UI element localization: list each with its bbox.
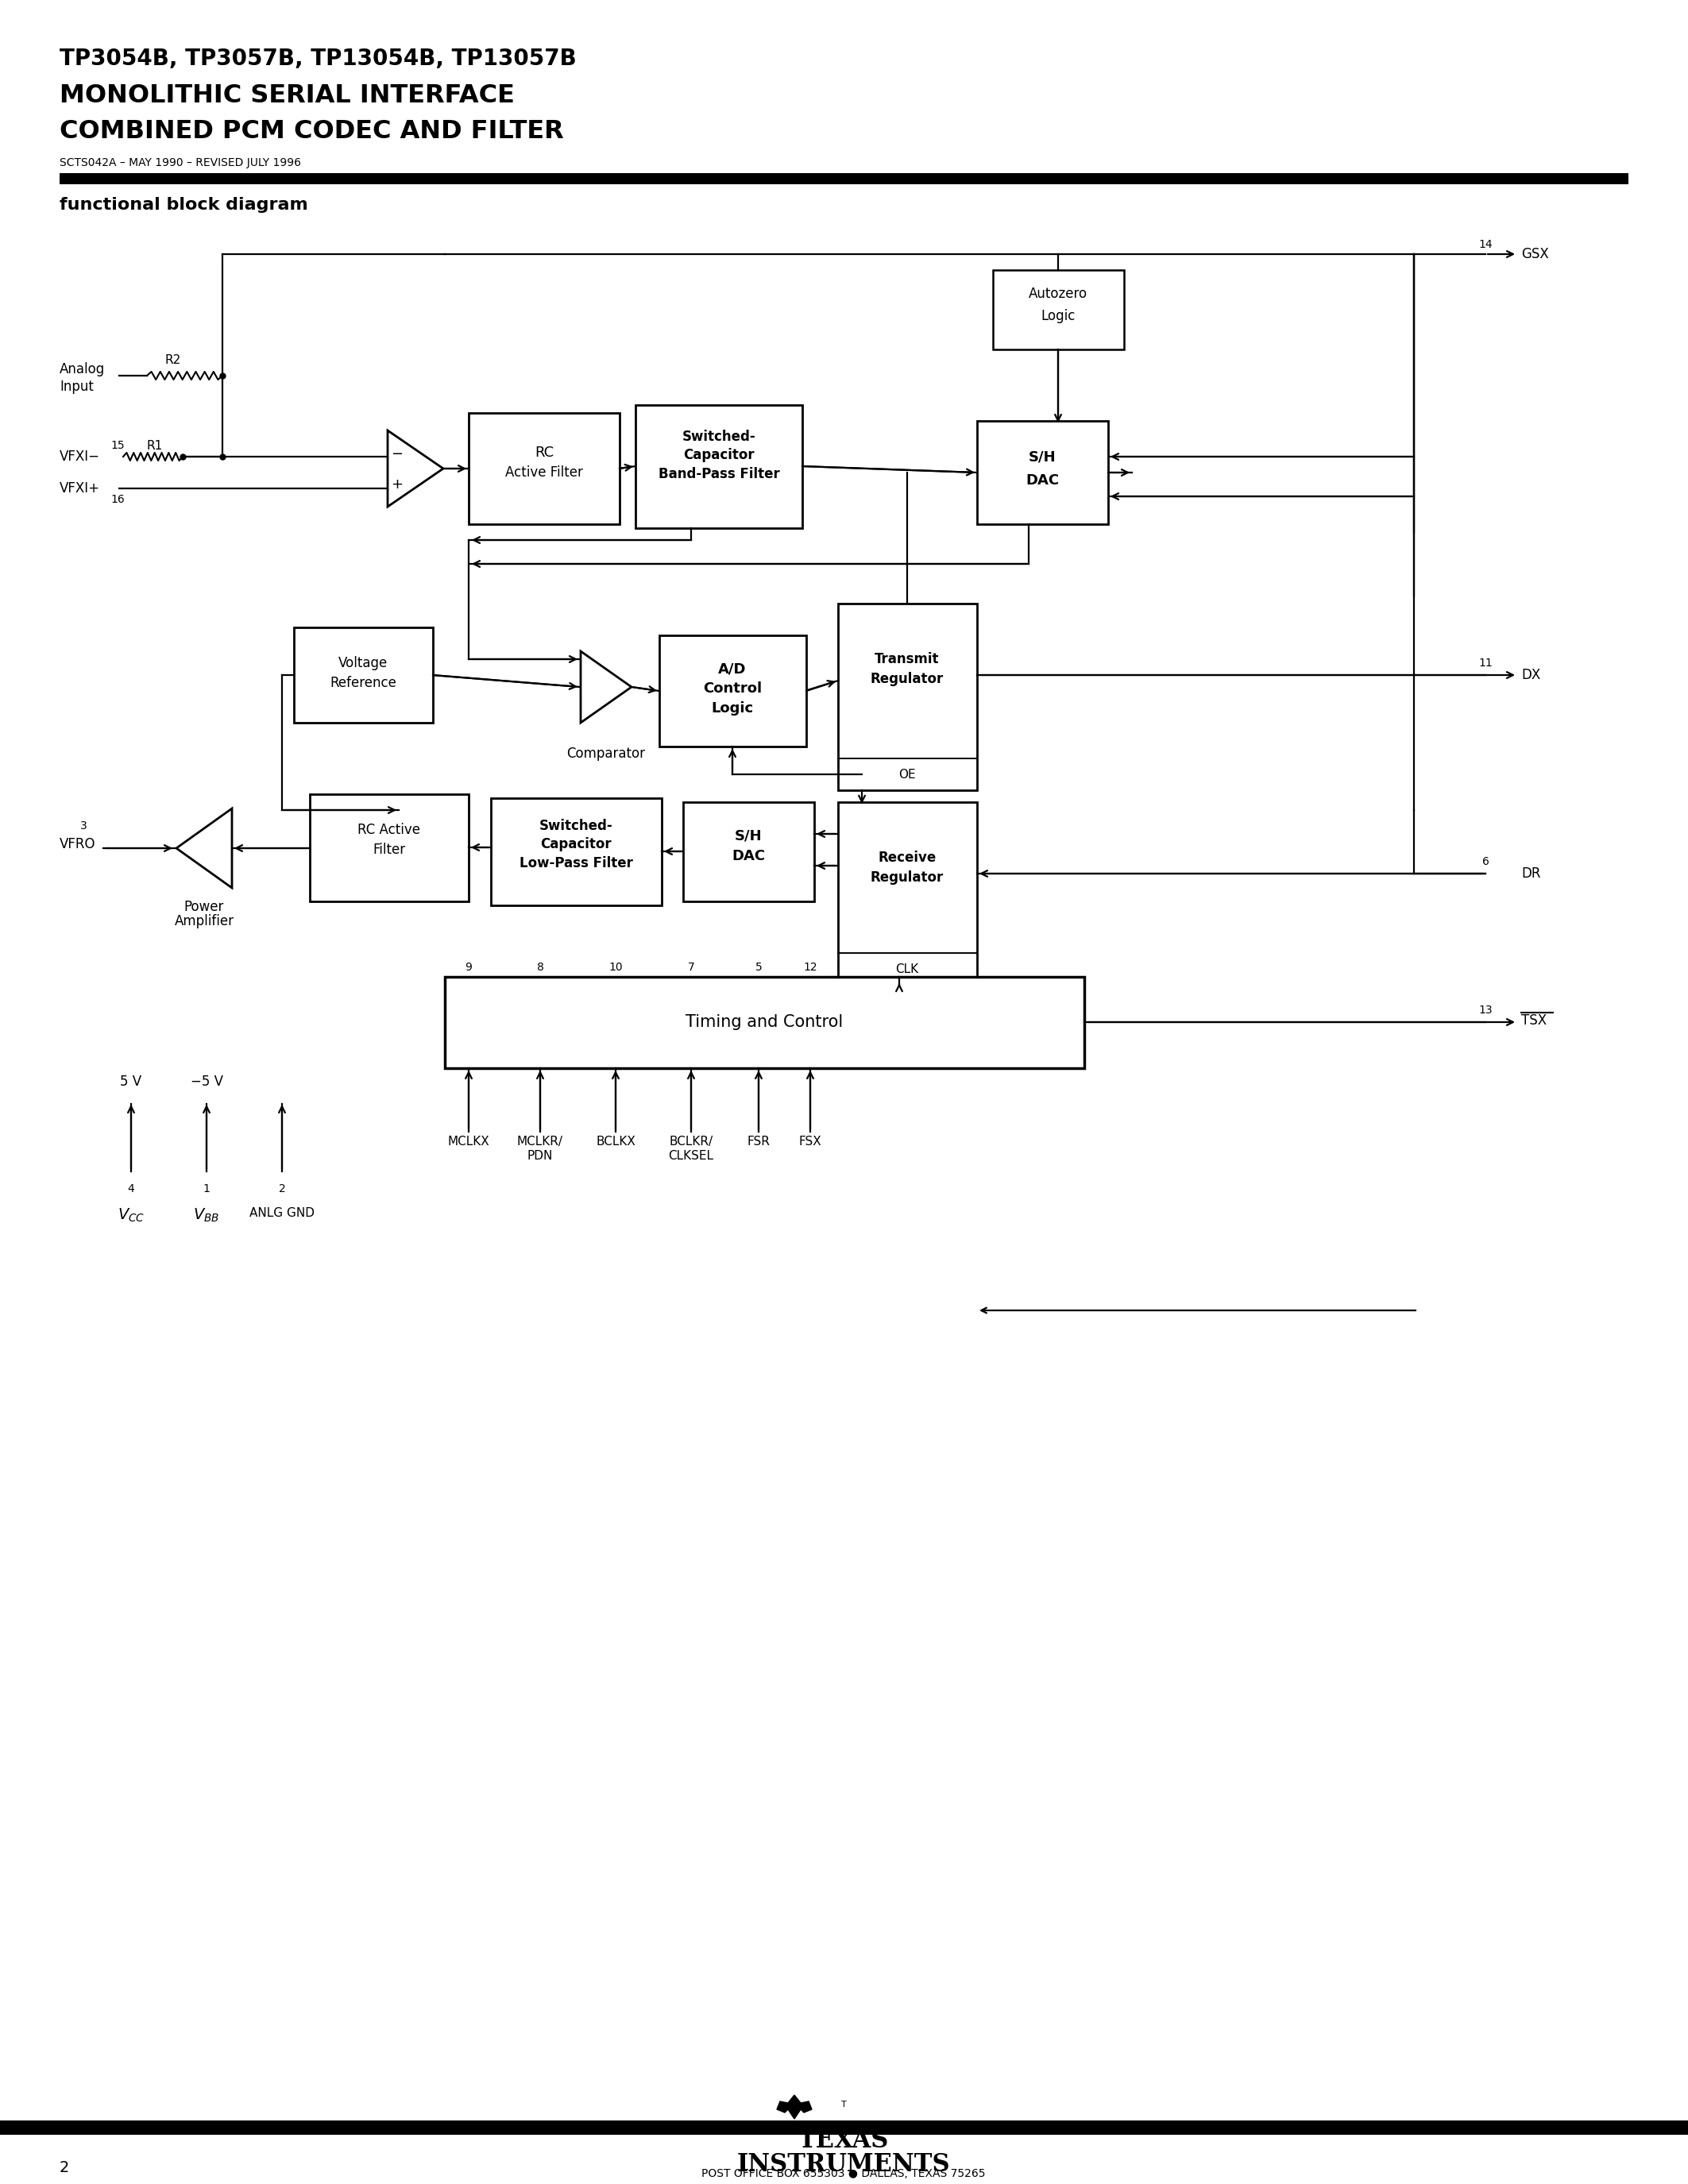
Text: $V_{CC}$: $V_{CC}$ — [118, 1208, 145, 1223]
Text: 6: 6 — [1482, 856, 1489, 867]
Text: +: + — [392, 478, 403, 491]
Bar — [294, 627, 432, 723]
Text: Control: Control — [702, 681, 761, 697]
Text: COMBINED PCM CODEC AND FILTER: COMBINED PCM CODEC AND FILTER — [59, 120, 564, 144]
Text: A/D: A/D — [719, 662, 746, 675]
Text: 2: 2 — [279, 1184, 285, 1195]
Bar — [59, 173, 1629, 183]
Text: Capacitor: Capacitor — [540, 836, 611, 852]
Text: Band-Pass Filter: Band-Pass Filter — [658, 467, 780, 480]
Text: POST OFFICE BOX 655303 ● DALLAS, TEXAS 75265: POST OFFICE BOX 655303 ● DALLAS, TEXAS 7… — [702, 2169, 986, 2180]
Text: 2: 2 — [59, 2160, 69, 2175]
Text: Comparator: Comparator — [567, 747, 645, 760]
Text: Receive: Receive — [878, 850, 937, 865]
Text: Voltage: Voltage — [338, 655, 388, 670]
Text: Switched-: Switched- — [682, 430, 756, 443]
Text: Capacitor: Capacitor — [684, 448, 755, 463]
Text: DR: DR — [1521, 867, 1541, 880]
Bar — [837, 603, 977, 791]
Text: T: T — [841, 2101, 846, 2108]
Text: DX: DX — [1521, 668, 1541, 681]
Text: FSX: FSX — [798, 1136, 822, 1147]
Text: MONOLITHIC SERIAL INTERFACE: MONOLITHIC SERIAL INTERFACE — [59, 83, 515, 107]
Bar — [469, 413, 619, 524]
Text: Input: Input — [59, 380, 93, 393]
Text: DAC: DAC — [731, 850, 765, 863]
Text: Active Filter: Active Filter — [505, 465, 582, 480]
Bar — [491, 797, 662, 906]
Text: 15: 15 — [111, 439, 125, 452]
Bar — [0, 2121, 1688, 2134]
Text: −: − — [392, 448, 403, 461]
Text: Switched-: Switched- — [538, 819, 613, 832]
Text: FSR: FSR — [748, 1136, 770, 1147]
Text: R1: R1 — [147, 439, 164, 452]
Text: RC: RC — [535, 446, 554, 461]
Bar — [993, 271, 1124, 349]
Text: Regulator: Regulator — [871, 871, 944, 885]
Text: Autozero: Autozero — [1028, 286, 1087, 301]
Text: RC Active: RC Active — [358, 823, 420, 836]
Text: R2: R2 — [165, 354, 181, 365]
Text: Reference: Reference — [329, 675, 397, 690]
Text: CLK: CLK — [896, 963, 918, 974]
Text: Regulator: Regulator — [871, 673, 944, 686]
Text: 9: 9 — [466, 961, 473, 972]
Text: Filter: Filter — [373, 843, 405, 856]
Bar — [446, 976, 1084, 1068]
Text: Logic: Logic — [711, 701, 753, 716]
Bar — [635, 404, 802, 529]
Text: CLKSEL: CLKSEL — [668, 1151, 714, 1162]
Text: 5: 5 — [755, 961, 761, 972]
Text: Amplifier: Amplifier — [174, 915, 235, 928]
Bar — [311, 795, 469, 902]
Bar — [660, 636, 807, 747]
Text: 12: 12 — [803, 961, 817, 972]
Bar — [977, 422, 1107, 524]
Text: functional block diagram: functional block diagram — [59, 197, 307, 212]
Text: MCLKR/: MCLKR/ — [517, 1136, 564, 1147]
Text: TSX: TSX — [1521, 1013, 1546, 1029]
Text: 1: 1 — [203, 1184, 209, 1195]
Text: 10: 10 — [609, 961, 623, 972]
Text: 14: 14 — [1479, 238, 1492, 251]
Text: 8: 8 — [537, 961, 544, 972]
Text: Power: Power — [184, 900, 225, 915]
Text: MCLKX: MCLKX — [447, 1136, 490, 1147]
Text: VFXI−: VFXI− — [59, 450, 100, 463]
Text: S/H: S/H — [734, 828, 761, 843]
Text: BCLKR/: BCLKR/ — [668, 1136, 712, 1147]
Text: VFXI+: VFXI+ — [59, 480, 100, 496]
Text: 16: 16 — [110, 494, 125, 505]
Text: −5 V: −5 V — [191, 1075, 223, 1090]
Text: SCTS042A – MAY 1990 – REVISED JULY 1996: SCTS042A – MAY 1990 – REVISED JULY 1996 — [59, 157, 300, 168]
Text: Transmit: Transmit — [874, 653, 940, 666]
Text: PDN: PDN — [527, 1151, 554, 1162]
Text: DAC: DAC — [1026, 474, 1058, 487]
Text: TEXAS: TEXAS — [798, 2129, 890, 2153]
Text: INSTRUMENTS: INSTRUMENTS — [738, 2151, 950, 2177]
Text: BCLKX: BCLKX — [596, 1136, 635, 1147]
Text: Analog: Analog — [59, 363, 105, 376]
Text: Low-Pass Filter: Low-Pass Filter — [520, 856, 633, 871]
Bar — [837, 802, 977, 985]
Text: ANLG GND: ANLG GND — [250, 1208, 314, 1219]
Polygon shape — [776, 2094, 812, 2118]
Text: $V_{BB}$: $V_{BB}$ — [194, 1208, 219, 1223]
Text: TP3054B, TP3057B, TP13054B, TP13057B: TP3054B, TP3057B, TP13054B, TP13057B — [59, 48, 577, 70]
Text: 3: 3 — [79, 821, 86, 832]
Text: S/H: S/H — [1028, 450, 1057, 463]
Text: 4: 4 — [128, 1184, 135, 1195]
Text: 13: 13 — [1479, 1005, 1492, 1016]
Text: Logic: Logic — [1041, 308, 1075, 323]
Text: 7: 7 — [687, 961, 694, 972]
Bar — [684, 802, 814, 902]
Text: VFRO: VFRO — [59, 836, 96, 852]
Text: GSX: GSX — [1521, 247, 1550, 262]
Text: 5 V: 5 V — [120, 1075, 142, 1090]
Text: Timing and Control: Timing and Control — [685, 1013, 842, 1031]
Text: OE: OE — [898, 769, 915, 780]
Text: 11: 11 — [1479, 657, 1492, 668]
